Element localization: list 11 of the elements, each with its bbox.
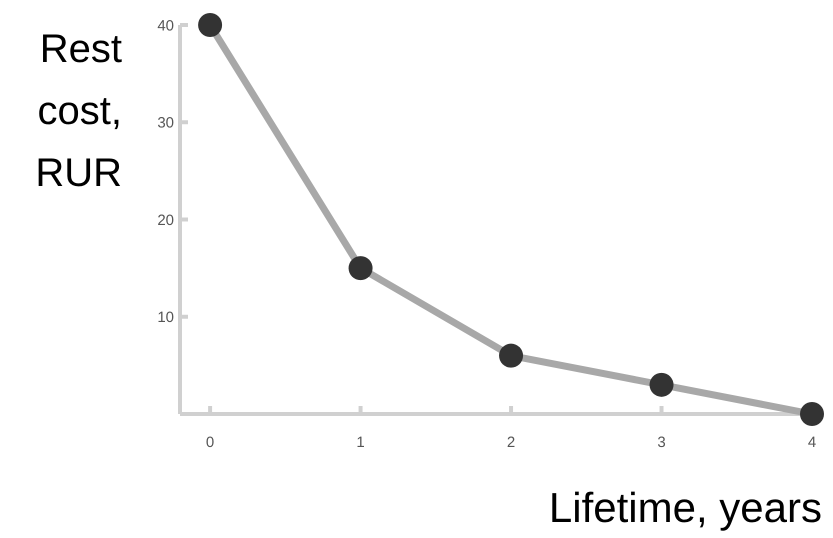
x-tick-label: 3	[657, 434, 666, 451]
y-tick-label: 40	[157, 17, 174, 34]
y-tick-label: 30	[157, 114, 174, 132]
x-tick-label: 4	[808, 434, 816, 451]
x-tick-label: 1	[356, 434, 365, 451]
y-axis-title: Rest cost, RUR	[35, 27, 122, 195]
x-axis-title: Lifetime, years	[548, 484, 822, 531]
y-tick-label: 10	[157, 309, 174, 326]
x-tick-label: 2	[506, 434, 516, 451]
y-tick-label: 20	[157, 212, 174, 229]
x-tick-label: 0	[206, 434, 214, 451]
